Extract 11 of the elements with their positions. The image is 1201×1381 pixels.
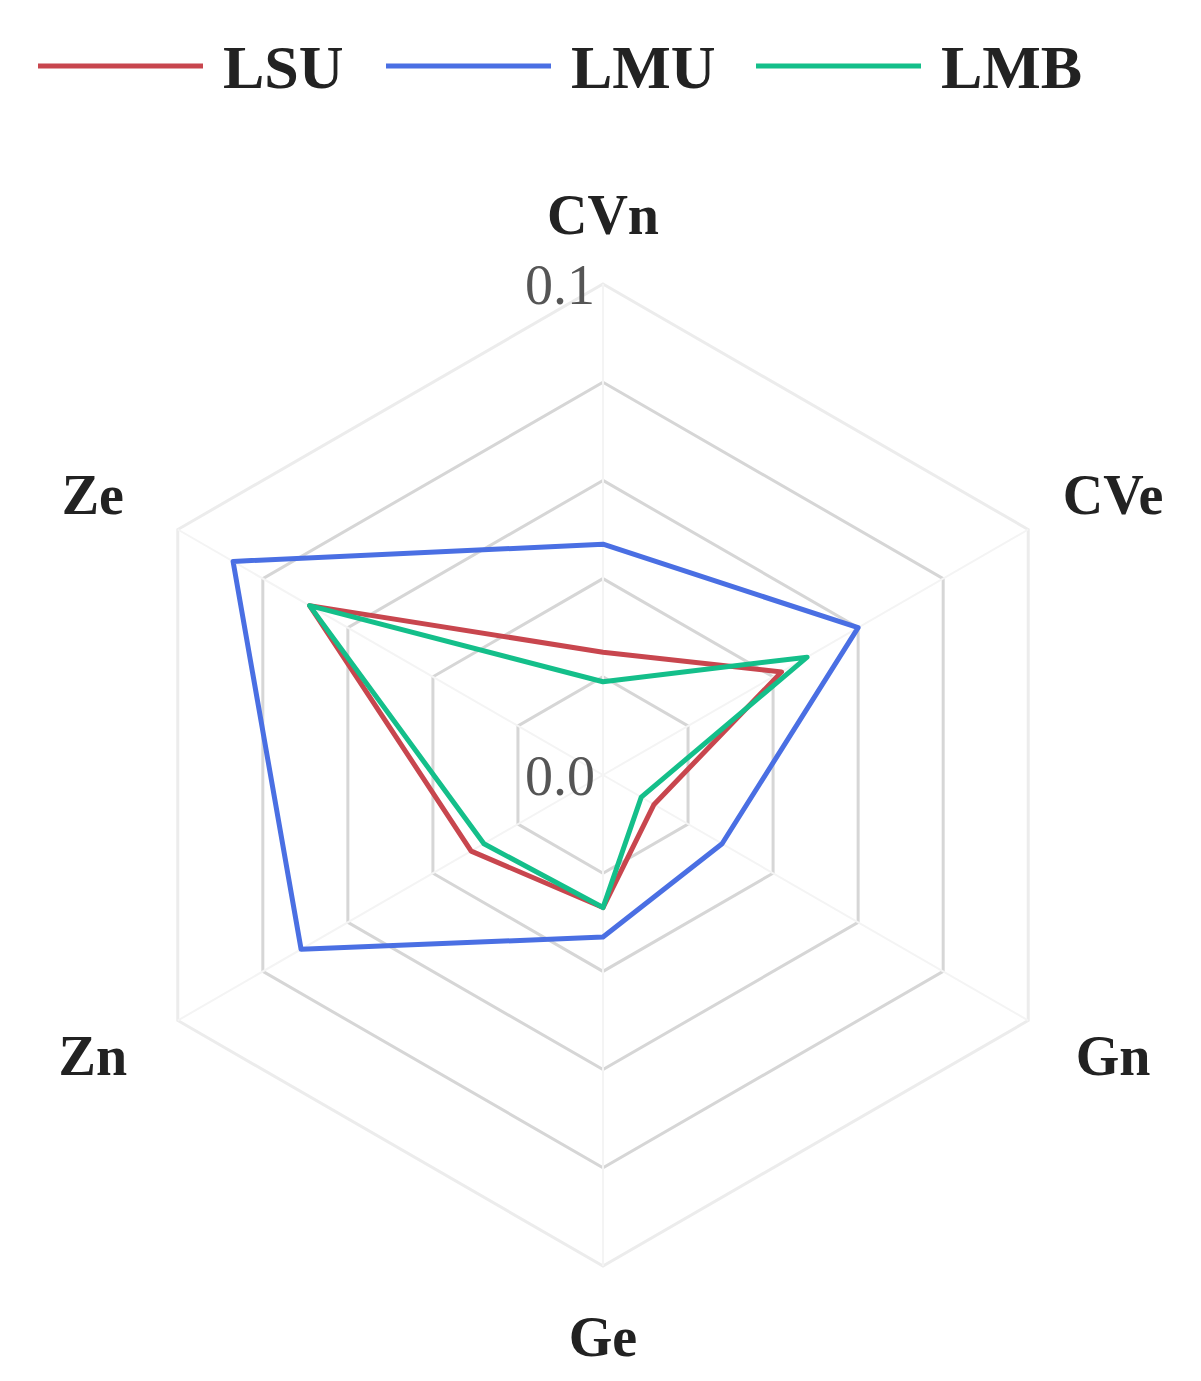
- spoke-label: CVe: [1062, 464, 1164, 527]
- spoke-label: Gn: [1075, 1025, 1151, 1088]
- spoke-label: Zn: [58, 1025, 128, 1088]
- legend-label: LMU: [571, 32, 716, 101]
- spoke-label: Ze: [61, 464, 124, 527]
- y-tick-label: 0.1: [525, 253, 595, 316]
- spoke-label: Ge: [568, 1305, 638, 1368]
- spoke-label: CVn: [546, 183, 660, 246]
- y-tick-label: 0.0: [525, 744, 595, 807]
- legend-label: LSU: [223, 32, 344, 101]
- legend-label: LMB: [941, 32, 1083, 101]
